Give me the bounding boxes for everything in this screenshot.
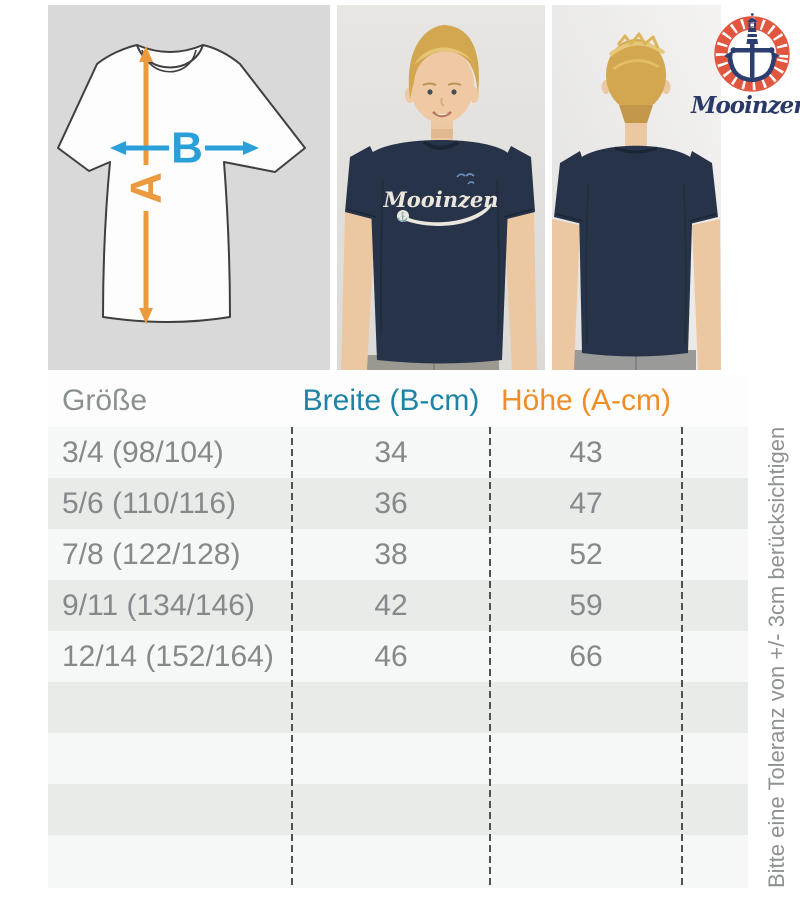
print-anchor-icon: ⚓ (397, 211, 408, 222)
width-arrow-B (110, 141, 259, 155)
boy-face (405, 25, 480, 123)
anchor-lighthouse-icon (724, 13, 780, 83)
front-shirt (345, 140, 535, 364)
arms (552, 219, 721, 370)
width-label-B: B (171, 124, 203, 173)
table-empty-row (48, 784, 748, 835)
table-header-row: Größe Breite (B-cm) Höhe (A-cm) (48, 375, 748, 427)
column-divider-dashed (291, 427, 293, 888)
hoehe-cell: 43 (569, 435, 603, 469)
print-swoosh (397, 203, 492, 226)
model-front-photo: Mooinzen ⚓ (337, 5, 545, 370)
breite-cell: 36 (374, 486, 408, 520)
collar-outer-line (136, 44, 204, 69)
table-row: 3/4 (98/104) 34 43 (48, 427, 748, 478)
boy-back-head (601, 32, 671, 123)
size-cell: 5/6 (110/116) (62, 486, 237, 520)
table-empty-row (48, 682, 748, 733)
size-cell: 9/11 (134/146) (62, 588, 255, 622)
table-row: 5/6 (110/116) 36 47 (48, 478, 748, 529)
breite-cell: 42 (374, 588, 408, 622)
back-shirt (554, 145, 718, 357)
column-header-hoehe: Höhe (A-cm) (500, 384, 672, 417)
breite-cell: 38 (374, 537, 408, 571)
size-cell: 12/14 (152/164) (62, 639, 274, 673)
tshirt-measure-diagram: A B (48, 5, 330, 370)
hoehe-cell: 66 (569, 639, 603, 673)
brand-name: Mooinzen (690, 92, 800, 119)
arms (341, 212, 537, 370)
column-header-breite: Breite (B-cm) (302, 384, 480, 417)
brand-logo (714, 13, 790, 92)
column-divider-dashed (489, 427, 491, 888)
shirt-print-text: Mooinzen (382, 187, 498, 212)
shirt-print: Mooinzen ⚓ (382, 173, 499, 226)
column-header-groesse: Größe (62, 384, 148, 417)
hoehe-cell: 52 (569, 537, 603, 571)
size-cell: 3/4 (98/104) (62, 435, 224, 469)
breite-cell: 34 (374, 435, 408, 469)
hoehe-cell: 59 (569, 588, 603, 622)
neck-shadow (431, 129, 453, 138)
table-empty-row (48, 733, 748, 784)
collar (422, 140, 460, 150)
breite-cell: 46 (374, 639, 408, 673)
column-divider-dashed (681, 427, 683, 888)
tshirt-outline (57, 44, 306, 323)
model-back-photo (552, 5, 721, 370)
table-row: 7/8 (122/128) 38 52 (48, 529, 748, 580)
table-row: 12/14 (152/164) 46 66 (48, 631, 748, 682)
table-row: 9/11 (134/146) 42 59 (48, 580, 748, 631)
tolerance-note: Bitte eine Toleranz von +/- 3cm berücksi… (764, 426, 789, 888)
height-label-A: A (122, 172, 171, 204)
hoehe-cell: 47 (569, 486, 603, 520)
table-empty-row (48, 835, 748, 888)
size-cell: 7/8 (122/128) (62, 537, 241, 571)
size-table: Größe Breite (B-cm) Höhe (A-cm) 3/4 (98/… (48, 375, 748, 888)
back-collar (614, 146, 658, 154)
